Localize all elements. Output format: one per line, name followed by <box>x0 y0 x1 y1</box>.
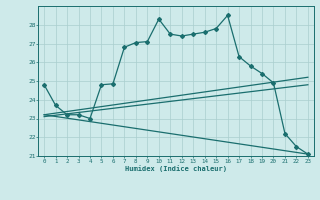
X-axis label: Humidex (Indice chaleur): Humidex (Indice chaleur) <box>125 165 227 172</box>
